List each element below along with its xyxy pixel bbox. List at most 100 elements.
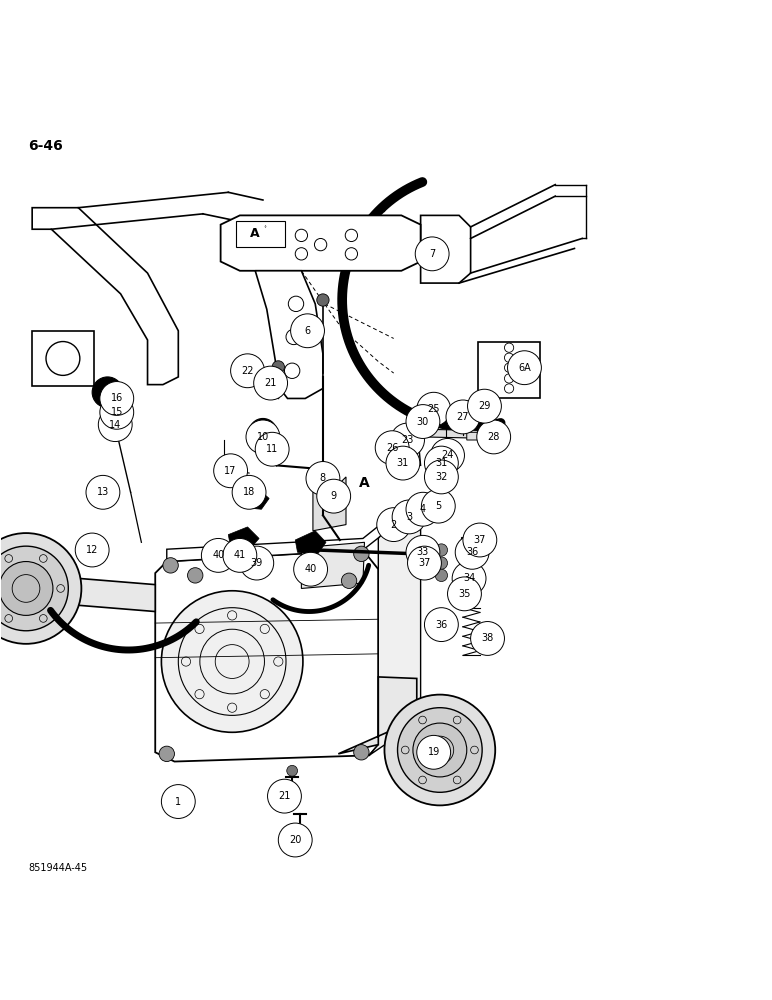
Circle shape	[214, 454, 248, 488]
Text: 13: 13	[96, 487, 109, 497]
Text: 8: 8	[320, 473, 326, 483]
Circle shape	[201, 538, 235, 572]
Circle shape	[384, 695, 495, 805]
Circle shape	[161, 591, 303, 732]
Circle shape	[286, 765, 297, 776]
Text: 19: 19	[428, 747, 440, 757]
Circle shape	[391, 423, 425, 457]
Circle shape	[306, 462, 340, 495]
Text: 36: 36	[466, 547, 479, 557]
Polygon shape	[338, 677, 417, 754]
Circle shape	[163, 558, 178, 573]
Circle shape	[417, 735, 451, 769]
Circle shape	[0, 533, 81, 644]
Circle shape	[240, 546, 274, 580]
Text: 21: 21	[265, 378, 277, 388]
Polygon shape	[256, 271, 323, 398]
Text: A: A	[250, 227, 260, 240]
Text: 38: 38	[482, 633, 493, 643]
Text: 3: 3	[406, 512, 412, 522]
Circle shape	[0, 562, 53, 615]
Circle shape	[398, 708, 482, 792]
Polygon shape	[421, 215, 471, 283]
Text: 6: 6	[304, 326, 310, 336]
Circle shape	[375, 431, 409, 465]
Circle shape	[279, 823, 312, 857]
Circle shape	[417, 392, 451, 426]
Circle shape	[406, 535, 440, 569]
Polygon shape	[295, 531, 326, 555]
Circle shape	[455, 535, 489, 569]
Circle shape	[317, 294, 329, 306]
Text: 12: 12	[86, 545, 98, 555]
Circle shape	[254, 366, 287, 400]
Polygon shape	[462, 537, 488, 554]
Circle shape	[354, 745, 369, 760]
Circle shape	[507, 351, 541, 385]
Circle shape	[246, 420, 279, 454]
Circle shape	[463, 523, 496, 557]
Polygon shape	[242, 486, 269, 509]
Text: 33: 33	[417, 547, 429, 557]
Text: 37: 37	[474, 535, 486, 545]
Text: 4: 4	[420, 504, 426, 514]
Text: 34: 34	[463, 573, 476, 583]
Circle shape	[452, 562, 486, 595]
Circle shape	[425, 446, 459, 480]
Text: 11: 11	[266, 444, 278, 454]
Text: 6A: 6A	[518, 363, 531, 373]
Circle shape	[100, 382, 134, 415]
Circle shape	[431, 438, 465, 472]
Circle shape	[0, 546, 68, 631]
Text: 26: 26	[386, 443, 398, 453]
Circle shape	[231, 354, 265, 388]
Polygon shape	[423, 429, 495, 438]
Text: 37: 37	[418, 558, 431, 568]
Circle shape	[354, 546, 369, 562]
Text: 40: 40	[304, 564, 317, 574]
Circle shape	[232, 475, 266, 509]
Text: 28: 28	[487, 432, 500, 442]
Text: 22: 22	[242, 366, 254, 376]
Circle shape	[435, 544, 448, 556]
Circle shape	[249, 418, 277, 446]
Text: 24: 24	[442, 450, 454, 460]
Text: 40: 40	[212, 550, 225, 560]
Circle shape	[75, 533, 109, 567]
Circle shape	[471, 622, 504, 655]
Circle shape	[159, 746, 174, 762]
Circle shape	[408, 546, 442, 580]
Circle shape	[290, 314, 324, 348]
Text: 30: 30	[417, 417, 429, 427]
Text: 31: 31	[435, 458, 448, 468]
Circle shape	[86, 475, 120, 509]
Text: 41: 41	[234, 550, 246, 560]
Polygon shape	[32, 331, 93, 386]
Text: 27: 27	[457, 412, 469, 422]
Polygon shape	[167, 502, 409, 562]
Circle shape	[188, 568, 203, 583]
Text: 18: 18	[243, 487, 256, 497]
Text: 17: 17	[225, 466, 237, 476]
Polygon shape	[32, 575, 155, 612]
Text: 21: 21	[278, 791, 290, 801]
Circle shape	[317, 479, 350, 513]
Text: 1: 1	[175, 797, 181, 807]
Circle shape	[406, 405, 440, 438]
Text: 5: 5	[435, 501, 442, 511]
Circle shape	[293, 552, 327, 586]
Text: 14: 14	[109, 420, 121, 430]
Text: $^\circ$: $^\circ$	[262, 225, 267, 231]
Text: 23: 23	[401, 435, 414, 445]
Circle shape	[425, 460, 459, 494]
Text: 851944A-45: 851944A-45	[29, 863, 87, 873]
Text: 10: 10	[257, 432, 269, 442]
Text: 32: 32	[435, 472, 448, 482]
Circle shape	[425, 608, 459, 642]
Text: 20: 20	[289, 835, 301, 845]
Polygon shape	[467, 432, 499, 440]
Circle shape	[392, 500, 426, 534]
Polygon shape	[301, 542, 364, 588]
Circle shape	[435, 569, 448, 582]
Polygon shape	[313, 477, 346, 531]
